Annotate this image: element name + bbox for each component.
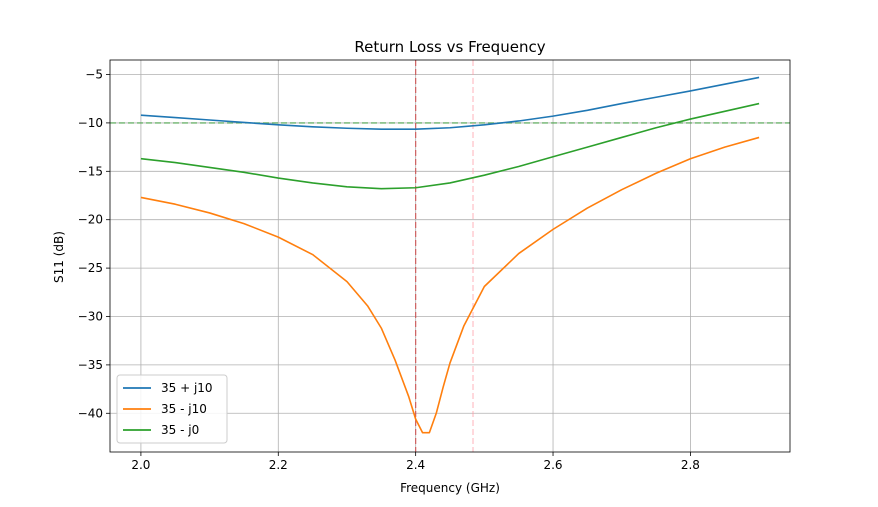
y-axis-label: S11 (dB) xyxy=(52,231,66,283)
y-tick-label: −20 xyxy=(78,213,103,227)
series-lines xyxy=(140,76,760,434)
y-tick-label: −40 xyxy=(78,406,103,420)
y-tick-label: −5 xyxy=(85,68,103,82)
series-line-2 xyxy=(140,136,760,434)
legend: 35 + j10 35 - j10 35 - j0 xyxy=(116,374,228,444)
x-tick-label: 2.4 xyxy=(406,458,425,472)
x-tick-label: 2.0 xyxy=(131,458,150,472)
y-axis-ticks: −40 −35 −30 −25 −20 −15 −10 −5 xyxy=(78,68,110,420)
y-tick-label: −15 xyxy=(78,164,103,178)
x-tick-label: 2.6 xyxy=(543,458,562,472)
y-tick-label: −30 xyxy=(78,309,103,323)
y-tick-label: −10 xyxy=(78,116,103,130)
plot-area-frame xyxy=(109,59,791,453)
y-tick-label: −35 xyxy=(78,358,103,372)
x-axis-label: Frequency (GHz) xyxy=(400,481,500,495)
series-line-3 xyxy=(140,102,760,190)
legend-box xyxy=(116,374,228,444)
y-tick-label: −25 xyxy=(78,261,103,275)
legend-entry-label: 35 - j10 xyxy=(161,402,207,416)
x-tick-label: 2.8 xyxy=(681,458,700,472)
legend-entry-label: 35 + j10 xyxy=(161,381,213,395)
chart-title: Return Loss vs Frequency xyxy=(354,38,545,56)
series-line-1 xyxy=(140,76,760,130)
x-tick-label: 2.2 xyxy=(269,458,288,472)
x-axis-ticks: 2.0 2.2 2.4 2.6 2.8 xyxy=(131,452,700,472)
legend-entry-label: 35 - j0 xyxy=(161,423,199,437)
